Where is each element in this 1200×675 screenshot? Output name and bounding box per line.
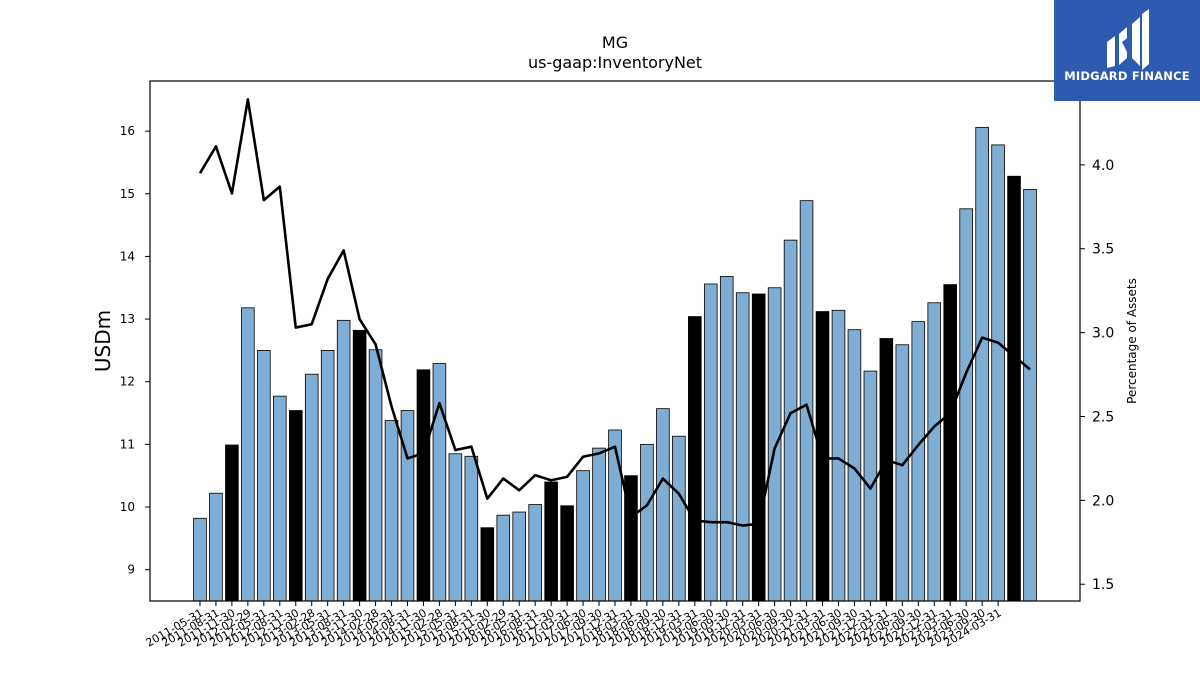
bar-44 xyxy=(895,344,910,602)
y-tick-label: 14 xyxy=(120,249,135,263)
bar-18 xyxy=(480,527,495,602)
bar-32 xyxy=(703,283,718,602)
bar-11 xyxy=(368,349,383,602)
bar-35 xyxy=(751,293,766,602)
bar-0 xyxy=(193,517,207,602)
bar-22 xyxy=(544,481,558,602)
y2-tick-label: 2.5 xyxy=(1092,409,1114,425)
bar-48 xyxy=(959,208,973,602)
bar-46 xyxy=(927,302,942,602)
chart-title: MG xyxy=(602,33,628,52)
bar-12 xyxy=(384,420,399,602)
bar-23 xyxy=(560,505,574,602)
y2-tick-label: 3.5 xyxy=(1092,242,1114,258)
bar-7 xyxy=(304,373,319,602)
bar-26 xyxy=(608,429,622,602)
bar-1 xyxy=(209,492,223,602)
bar-19 xyxy=(496,514,511,602)
bar-28 xyxy=(640,443,654,602)
bar-33 xyxy=(719,276,734,602)
bar-17 xyxy=(464,455,479,602)
brand-logo: MIDGARD FINANCE xyxy=(1054,0,1200,101)
bar-50 xyxy=(991,144,1005,602)
bar-10 xyxy=(352,329,367,602)
bar-36 xyxy=(767,287,782,602)
chart-subtitle: us-gaap:InventoryNet xyxy=(528,53,702,72)
y-tick-label: 15 xyxy=(120,187,135,201)
y2-tick-label: 4.0 xyxy=(1092,158,1114,174)
bar-3 xyxy=(241,307,255,602)
bars-layer xyxy=(193,126,1037,602)
bar-8 xyxy=(320,349,335,602)
line-layer xyxy=(198,98,1031,527)
y-tick-label: 11 xyxy=(120,437,135,451)
y-axis-right: 1.5 2.0 2.5 3.0 3.5 4.0 xyxy=(1080,158,1114,593)
bar-49 xyxy=(975,126,989,602)
bar-2 xyxy=(225,444,239,602)
y2-tick-label: 3.0 xyxy=(1092,326,1114,342)
bar-47 xyxy=(943,284,957,602)
bar-31 xyxy=(688,316,702,602)
bar-16 xyxy=(448,453,463,602)
y-tick-label: 13 xyxy=(120,312,135,326)
bar-40 xyxy=(831,309,846,602)
bar-9 xyxy=(336,319,351,602)
bar-52 xyxy=(1023,188,1037,602)
x-axis: 2011-05-312011-08-312011-11-302012-02-29… xyxy=(144,601,1004,650)
logo-text: MIDGARD FINANCE xyxy=(1064,69,1190,83)
bar-29 xyxy=(656,408,670,602)
bar-24 xyxy=(576,470,590,602)
y2-tick-label: 2.0 xyxy=(1092,493,1114,509)
bar-4 xyxy=(257,349,271,602)
y-axis-left: 9 10 11 12 13 14 15 16 xyxy=(120,124,150,577)
percentage-line xyxy=(198,98,1031,527)
bar-25 xyxy=(592,447,606,602)
y-axis-label: USDm xyxy=(91,310,115,372)
bar-30 xyxy=(672,435,686,602)
y2-tick-label: 1.5 xyxy=(1092,577,1114,593)
bar-34 xyxy=(735,292,750,602)
bar-13 xyxy=(400,410,415,602)
bar-6 xyxy=(288,410,303,602)
bar-51 xyxy=(1007,175,1021,602)
bar-20 xyxy=(512,511,527,602)
y-tick-label: 10 xyxy=(120,500,135,514)
bar-21 xyxy=(528,504,542,602)
midgard-logo-icon xyxy=(1107,9,1149,70)
bar-5 xyxy=(273,395,287,602)
y-tick-label: 12 xyxy=(120,375,135,389)
bar-15 xyxy=(432,363,447,602)
y-tick-label: 16 xyxy=(120,124,135,138)
bar-38 xyxy=(799,200,814,602)
bar-45 xyxy=(911,321,926,602)
y2-axis-label: Percentage of Assets xyxy=(1125,278,1139,404)
y-tick-label: 9 xyxy=(127,563,135,577)
bar-14 xyxy=(416,369,431,602)
